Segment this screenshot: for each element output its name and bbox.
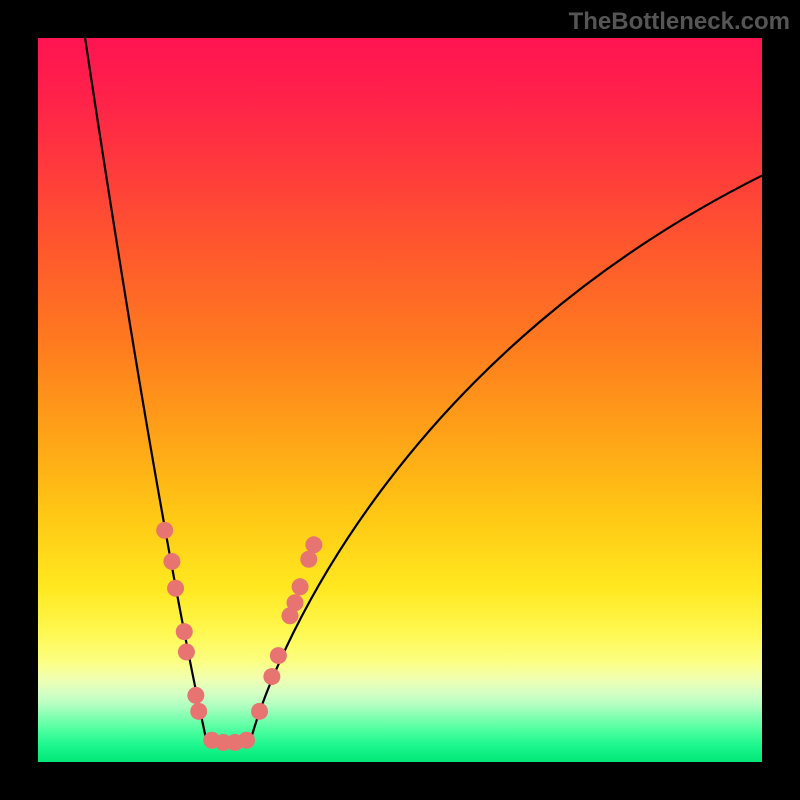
marker-group [156,522,322,751]
watermark-text: TheBottleneck.com [569,8,790,36]
data-marker [292,578,309,595]
data-marker [238,732,255,749]
plot-area [38,38,762,762]
data-marker [287,594,304,611]
data-marker [178,643,195,660]
data-marker [167,580,184,597]
data-marker [176,623,193,640]
data-marker [156,522,173,539]
curve-layer [38,38,762,762]
data-marker [270,647,287,664]
chart-container: TheBottleneck.com [0,0,800,800]
data-marker [263,668,280,685]
data-marker [300,551,317,568]
data-marker [305,536,322,553]
data-marker [163,553,180,570]
data-marker [251,703,268,720]
data-marker [187,687,204,704]
data-marker [190,703,207,720]
